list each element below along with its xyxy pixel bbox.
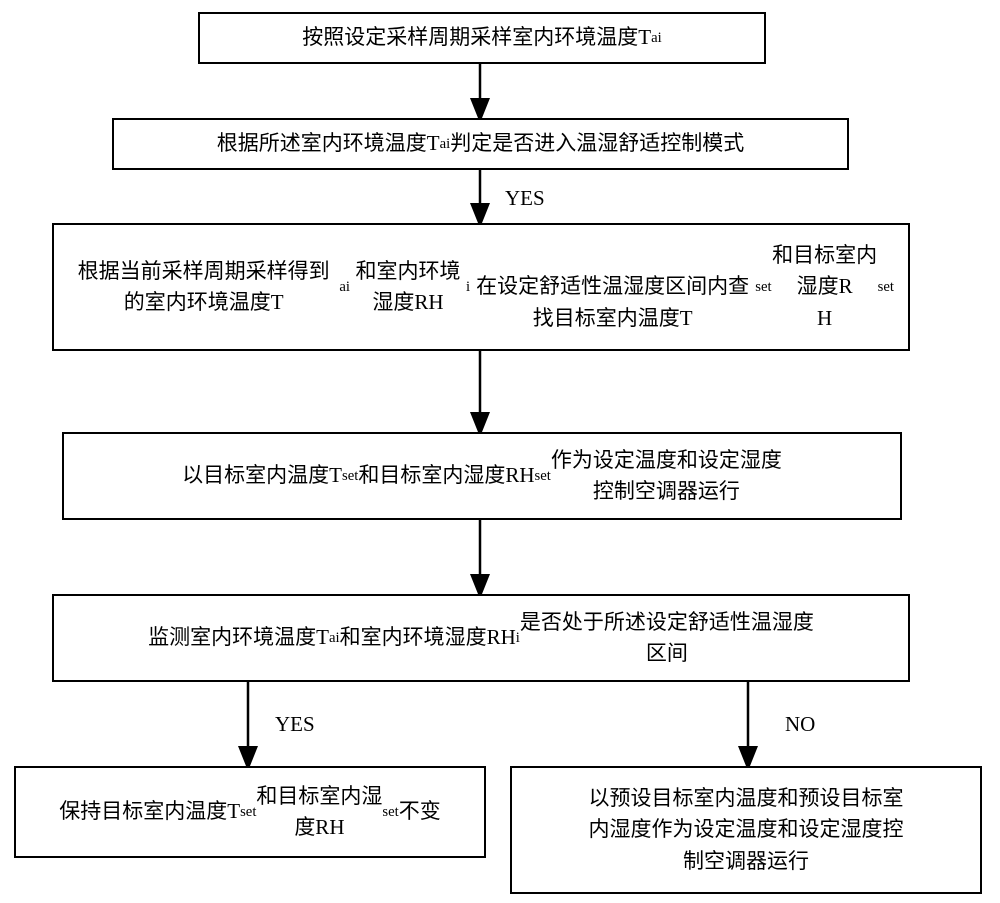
edge-label-n5-n6: YES (275, 712, 315, 737)
flowchart-node-n2: 根据所述室内环境温度Tai判定是否进入温湿舒适控制模式 (112, 118, 849, 170)
edge-label-n5-n7: NO (785, 712, 815, 737)
flowchart-node-n1: 按照设定采样周期采样室内环境温度Tai (198, 12, 766, 64)
flowchart-node-n5: 监测室内环境温度Tai和室内环境湿度RHi是否处于所述设定舒适性温湿度区间 (52, 594, 910, 682)
flowchart-node-n4: 以目标室内温度Tset和目标室内湿度RHset作为设定温度和设定湿度控制空调器运… (62, 432, 902, 520)
flowchart-container: 按照设定采样周期采样室内环境温度Tai 根据所述室内环境温度Tai判定是否进入温湿… (0, 0, 1000, 903)
flowchart-node-n7: 以预设目标室内温度和预设目标室内湿度作为设定温度和设定湿度控制空调器运行 (510, 766, 982, 894)
flowchart-node-n6: 保持目标室内温度Tset和目标室内湿度RHset不变 (14, 766, 486, 858)
edge-label-n2-n3: YES (505, 186, 545, 211)
flowchart-node-n3: 根据当前采样周期采样得到的室内环境温度Tai和室内环境湿度RHi在设定舒适性温湿… (52, 223, 910, 351)
